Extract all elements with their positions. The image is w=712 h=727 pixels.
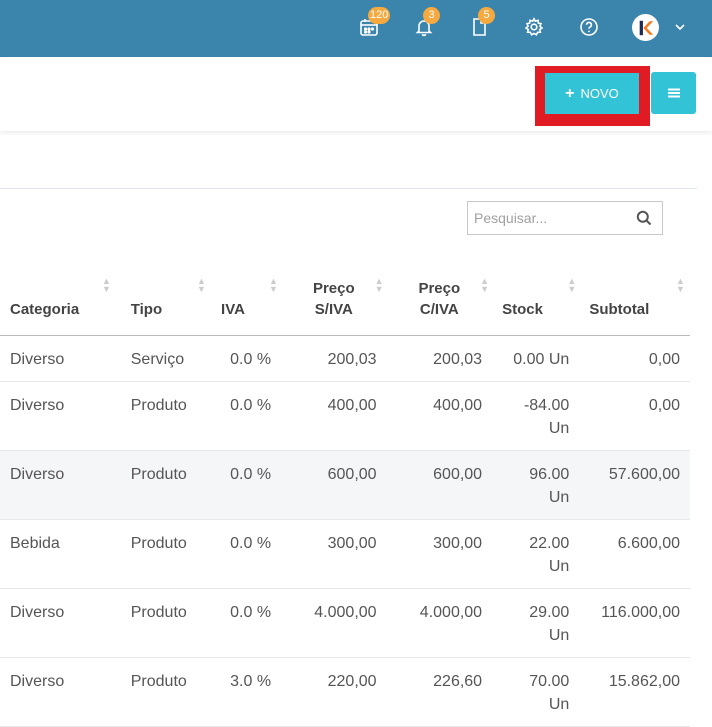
cell-preco-civa: 300,00 xyxy=(386,519,493,589)
table-row[interactable]: Diverso Produto 0.0 % 600,00 600,00 96.0… xyxy=(0,450,690,520)
sort-icon: ▲ ▼ xyxy=(269,276,278,294)
calendar-badge: 120 xyxy=(368,7,391,24)
plus-icon: + xyxy=(565,84,575,102)
col-iva[interactable]: IVA ▲ ▼ xyxy=(211,255,282,336)
cell-categoria: Diverso xyxy=(0,657,121,727)
cell-categoria: Diverso xyxy=(0,381,121,451)
cell-preco-civa: 200,03 xyxy=(386,335,493,382)
table-row[interactable]: Diverso Produto 0.0 % 400,00 400,00 -84.… xyxy=(0,381,690,451)
cell-subtotal: 15.862,00 xyxy=(579,657,690,727)
cell-preco-siva: 200,03 xyxy=(281,335,387,382)
cell-tipo: Serviço xyxy=(120,335,212,382)
cell-subtotal: 57.600,00 xyxy=(579,450,690,520)
cell-preco-civa: 600,00 xyxy=(386,450,493,520)
cell-iva: 0.0 % xyxy=(211,381,282,451)
cell-iva: 0.0 % xyxy=(211,335,282,382)
cell-preco-civa: 400,00 xyxy=(386,381,493,451)
cell-categoria: Bebida xyxy=(0,519,121,589)
products-table: Categoria ▲ ▼ Tipo ▲ ▼ IVA ▲ ▼ Preço S/IVA ▲ ▼ Pr… xyxy=(0,255,690,727)
sort-icon: ▲ ▼ xyxy=(676,276,685,294)
col-preco-siva[interactable]: Preço S/IVA ▲ ▼ xyxy=(281,255,387,336)
menu-button[interactable] xyxy=(651,72,696,114)
cell-preco-civa: 226,60 xyxy=(386,657,493,727)
cell-preco-siva: 300,00 xyxy=(281,519,387,589)
sort-icon: ▲ ▼ xyxy=(480,276,489,294)
cell-tipo: Produto xyxy=(120,450,212,520)
cell-stock: -84.00 Un xyxy=(492,381,580,451)
cell-subtotal: 116.000,00 xyxy=(579,588,690,658)
cell-tipo: Produto xyxy=(120,381,212,451)
cell-preco-siva: 220,00 xyxy=(281,657,387,727)
cell-subtotal: 0,00 xyxy=(579,335,690,382)
cell-categoria: Diverso xyxy=(0,588,121,658)
cell-categoria: Diverso xyxy=(0,335,121,382)
document-icon[interactable]: 5 xyxy=(468,7,495,38)
chevron-down-icon[interactable] xyxy=(673,20,687,34)
bell-icon[interactable]: 3 xyxy=(413,7,440,38)
section-divider xyxy=(0,188,697,189)
cell-preco-siva: 600,00 xyxy=(281,450,387,520)
new-button[interactable]: + NOVO xyxy=(545,73,639,114)
col-tipo[interactable]: Tipo ▲ ▼ xyxy=(120,255,212,336)
cell-stock: 29.00 Un xyxy=(492,588,580,658)
table-header-row: Categoria ▲ ▼ Tipo ▲ ▼ IVA ▲ ▼ Preço S/IVA ▲ ▼ Pr… xyxy=(0,255,690,336)
table-row[interactable]: Bebida Produto 0.0 % 300,00 300,00 22.00… xyxy=(0,519,690,589)
col-stock[interactable]: Stock ▲ ▼ xyxy=(492,255,580,336)
cell-iva: 0.0 % xyxy=(211,519,282,589)
col-subtotal[interactable]: Subtotal ▲ ▼ xyxy=(579,255,690,336)
cell-preco-siva: 4.000,00 xyxy=(281,588,387,658)
gear-icon[interactable] xyxy=(523,16,545,38)
cell-preco-siva: 400,00 xyxy=(281,381,387,451)
col-preco-civa[interactable]: Preço C/IVA ▲ ▼ xyxy=(386,255,493,336)
top-navbar: 120 3 5 xyxy=(0,0,712,57)
cell-tipo: Produto xyxy=(120,588,212,658)
calendar-icon[interactable]: 120 xyxy=(358,7,391,38)
help-icon[interactable] xyxy=(578,16,600,38)
table-row[interactable]: Diverso Serviço 0.0 % 200,03 200,03 0.00… xyxy=(0,335,690,382)
document-badge: 5 xyxy=(478,7,495,24)
cell-subtotal: 6.600,00 xyxy=(579,519,690,589)
col-categoria[interactable]: Categoria ▲ ▼ xyxy=(0,255,121,336)
new-button-label: NOVO xyxy=(580,86,619,101)
bell-badge: 3 xyxy=(423,7,440,24)
cell-iva: 0.0 % xyxy=(211,450,282,520)
user-avatar[interactable] xyxy=(632,14,659,41)
cell-subtotal: 0,00 xyxy=(579,381,690,451)
cell-categoria: Diverso xyxy=(0,450,121,520)
search-input[interactable] xyxy=(468,210,634,226)
cell-tipo: Produto xyxy=(120,519,212,589)
brand-k-icon xyxy=(639,20,653,35)
cell-iva: 0.0 % xyxy=(211,588,282,658)
sort-icon: ▲ ▼ xyxy=(197,276,206,294)
sort-icon: ▲ ▼ xyxy=(374,276,384,294)
hamburger-icon xyxy=(667,88,680,98)
cell-preco-civa: 4.000,00 xyxy=(386,588,493,658)
table-row[interactable]: Diverso Produto 0.0 % 4.000,00 4.000,00 … xyxy=(0,588,690,658)
cell-stock: 0.00 Un xyxy=(492,335,580,382)
cell-stock: 70.00 Un xyxy=(492,657,580,727)
cell-stock: 22.00 Un xyxy=(492,519,580,589)
table-row[interactable]: Diverso Produto 3.0 % 220,00 226,60 70.0… xyxy=(0,657,690,727)
sort-icon: ▲ ▼ xyxy=(567,276,577,294)
sort-icon: ▲ ▼ xyxy=(102,276,111,294)
search-box xyxy=(467,201,663,235)
search-icon[interactable] xyxy=(636,210,652,226)
cell-iva: 3.0 % xyxy=(211,657,282,727)
cell-tipo: Produto xyxy=(120,657,212,727)
cell-stock: 96.00 Un xyxy=(492,450,580,520)
